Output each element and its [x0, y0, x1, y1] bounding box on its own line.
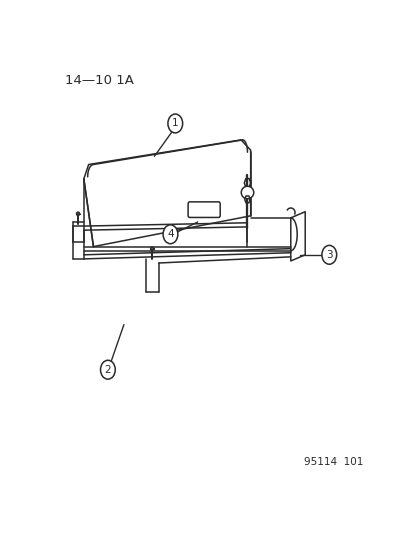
Text: 1: 1	[171, 118, 178, 128]
Text: 95114  101: 95114 101	[303, 457, 362, 467]
Circle shape	[100, 360, 115, 379]
Text: 4: 4	[167, 229, 173, 239]
Text: 2: 2	[104, 365, 111, 375]
Circle shape	[321, 245, 336, 264]
Circle shape	[168, 114, 182, 133]
FancyBboxPatch shape	[188, 202, 220, 217]
Text: 3: 3	[325, 250, 332, 260]
Circle shape	[163, 225, 178, 244]
Text: 14—10 1A: 14—10 1A	[64, 74, 133, 87]
